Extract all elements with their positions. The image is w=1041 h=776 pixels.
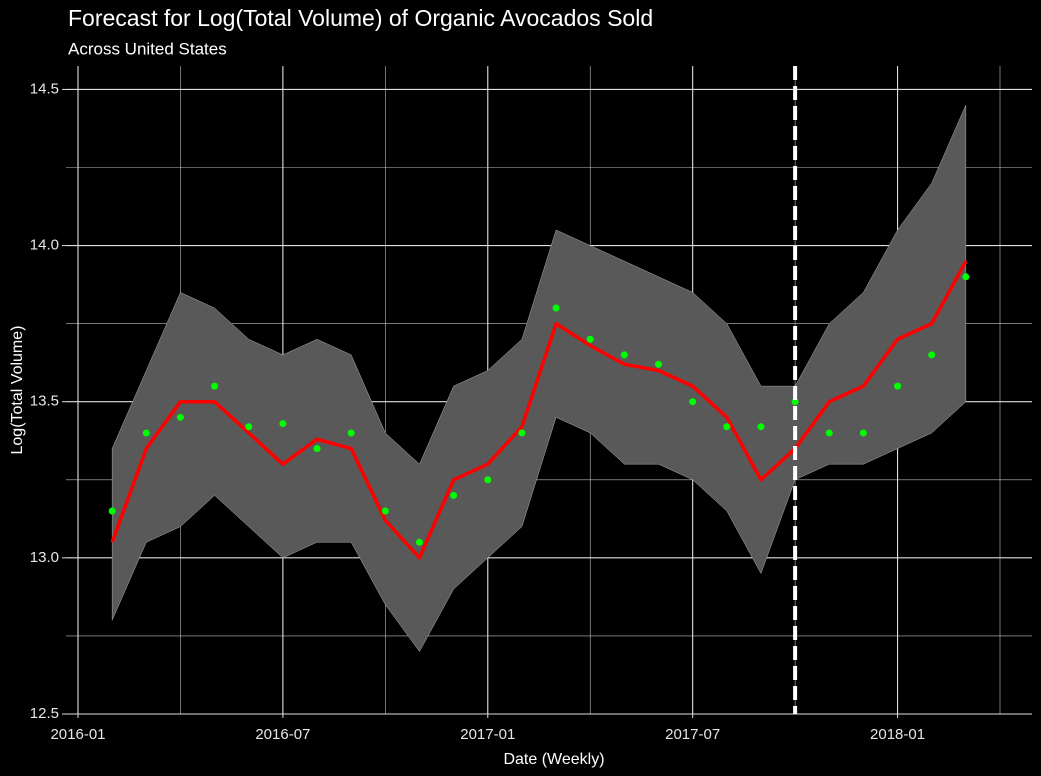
- x-tick-label: 2016-07: [255, 726, 310, 743]
- actual-point: [313, 445, 321, 453]
- y-tick-label: 14.0: [30, 237, 59, 254]
- actual-point: [859, 429, 867, 437]
- actual-point: [415, 538, 423, 546]
- actual-point: [825, 429, 833, 437]
- actual-point: [620, 351, 628, 359]
- chart-subtitle: Across United States: [68, 39, 227, 58]
- chart-title: Forecast for Log(Total Volume) of Organi…: [68, 5, 653, 31]
- y-tick-label: 14.5: [30, 80, 59, 97]
- actual-point: [245, 423, 253, 431]
- actual-point: [962, 273, 970, 281]
- actual-point: [689, 398, 697, 406]
- actual-point: [586, 335, 594, 343]
- actual-point: [347, 429, 355, 437]
- x-tick-label: 2017-01: [460, 726, 515, 743]
- actual-point: [108, 507, 116, 515]
- actual-point: [518, 429, 526, 437]
- actual-point: [176, 413, 184, 421]
- x-tick-label: 2016-01: [50, 726, 105, 743]
- x-axis-label: Date (Weekly): [503, 751, 604, 768]
- x-tick-label: 2018-01: [870, 726, 925, 743]
- actual-point: [381, 507, 389, 515]
- actual-point: [484, 476, 492, 484]
- actual-point: [279, 420, 287, 428]
- y-axis-label: Log(Total Volume): [9, 326, 26, 455]
- y-tick-label: 13.0: [30, 549, 59, 566]
- fitted-line: [110, 260, 968, 560]
- actual-point: [894, 382, 902, 390]
- x-tick-label: 2017-07: [665, 726, 720, 743]
- actual-point: [142, 429, 150, 437]
- actual-point: [552, 304, 560, 312]
- actual-point: [211, 382, 219, 390]
- actual-point: [655, 360, 663, 368]
- actual-point: [723, 423, 731, 431]
- y-tick-label: 12.5: [30, 705, 59, 722]
- actual-point: [928, 351, 936, 359]
- actual-point: [757, 423, 765, 431]
- y-tick-label: 13.5: [30, 393, 59, 410]
- actual-point: [450, 491, 458, 499]
